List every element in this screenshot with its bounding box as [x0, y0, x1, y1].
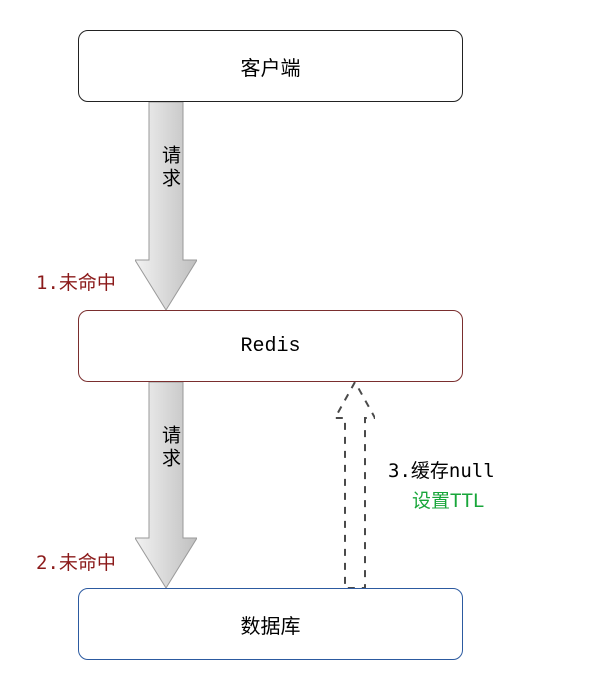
node-redis: Redis: [78, 310, 463, 382]
node-client-label: 客户端: [241, 52, 301, 81]
annotation-miss-2: 2.未命中: [36, 548, 116, 575]
annotation-cache-null: 3.缓存null: [388, 456, 495, 483]
node-db-label: 数据库: [241, 610, 301, 639]
annotation-set-ttl: 设置TTL: [412, 486, 484, 513]
arrow-request-1: [135, 102, 197, 310]
arrow-request-2: [135, 382, 197, 588]
arrow-dashed-return: [335, 382, 375, 592]
annotation-miss-1: 1.未命中: [36, 268, 116, 295]
arrow-request-1-label: 请求: [157, 145, 184, 191]
node-redis-label: Redis: [240, 335, 300, 358]
arrow-request-2-label: 请求: [157, 425, 184, 471]
node-db: 数据库: [78, 588, 463, 660]
node-client: 客户端: [78, 30, 463, 102]
